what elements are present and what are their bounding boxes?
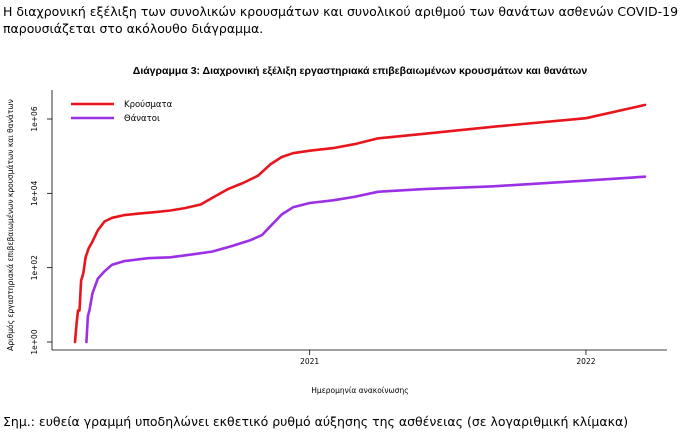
y-axis: 1e+00 1e+02 1e+04 1e+06 bbox=[30, 90, 53, 355]
series-line-1 bbox=[73, 103, 647, 344]
y-tick-label: 1e+00 bbox=[30, 329, 39, 354]
footnote: Σημ.: ευθεία γραμμή υποδηλώνει εκθετικό … bbox=[3, 414, 629, 429]
intro-paragraph: Η διαχρονική εξέλιξη των συνολικών κρουσ… bbox=[3, 4, 679, 36]
y-tick-label: 1e+02 bbox=[30, 255, 39, 280]
series-layer bbox=[73, 103, 647, 344]
x-tick-label: 2021 bbox=[300, 357, 319, 366]
y-axis-label: Αριθμός εργαστηριακά επιβεβαιωμένων κρου… bbox=[6, 99, 15, 351]
y-tick-label: 1e+06 bbox=[30, 106, 39, 131]
legend: Κρούσματα Θάνατοι bbox=[71, 99, 173, 124]
x-ticks: 2021 2022 bbox=[300, 350, 596, 366]
legend-label: Θάνατοι bbox=[124, 114, 160, 124]
x-axis: 2021 2022 bbox=[52, 349, 667, 366]
series-line-2 bbox=[85, 175, 647, 344]
x-tick-label: 2022 bbox=[576, 357, 595, 366]
y-tick-label: 1e+04 bbox=[30, 181, 39, 206]
y-ticks: 1e+00 1e+02 1e+04 1e+06 bbox=[30, 106, 52, 355]
chart: Διάγραμμα 3: Διαχρονική εξέλιξη εργαστηρ… bbox=[6, 65, 667, 395]
legend-label: Κρούσματα bbox=[124, 99, 173, 110]
x-axis-label: Ημερομηνία ανακοίνωσης bbox=[311, 386, 408, 395]
chart-title: Διάγραμμα 3: Διαχρονική εξέλιξη εργαστηρ… bbox=[133, 65, 588, 77]
